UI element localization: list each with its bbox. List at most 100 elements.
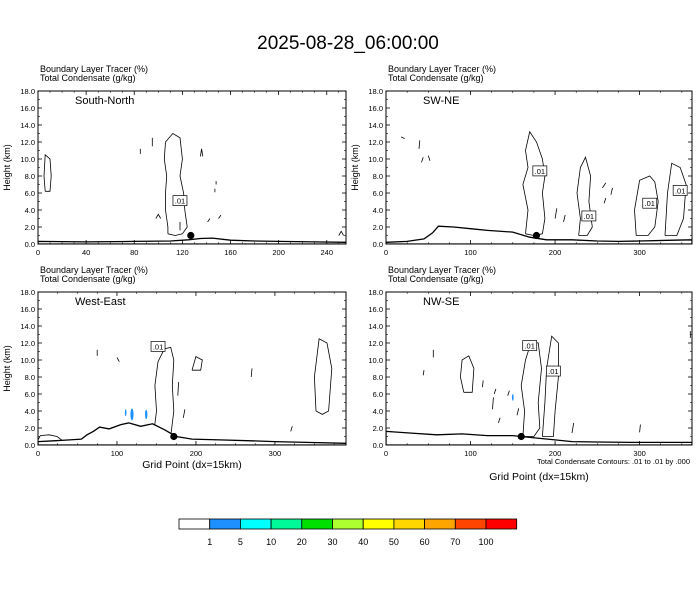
x-tick-label: 40 xyxy=(82,248,90,257)
colorbar-swatch xyxy=(301,518,333,530)
colorbar-swatch xyxy=(424,518,456,530)
y-tick-label: 12.0 xyxy=(20,138,35,147)
panels-layer: Boundary Layer Tracer (%)Total Condensat… xyxy=(2,64,693,483)
y-tick-label: 2.0 xyxy=(373,223,383,232)
y-tick-label: 14.0 xyxy=(20,121,35,130)
svg-text:.01: .01 xyxy=(548,367,558,376)
contour-label: .01 xyxy=(672,185,688,196)
condensate-contour xyxy=(634,175,659,236)
tracer-shade xyxy=(124,409,127,417)
y-tick-label: 8.0 xyxy=(25,373,35,382)
plot-frame xyxy=(37,90,347,245)
contour-label: .01 xyxy=(522,340,538,351)
plot-area: .01 .01 xyxy=(386,331,692,445)
x-axis-label: Grid Point (dx=15km) xyxy=(142,459,242,471)
x-tick-label: 100 xyxy=(464,449,477,458)
tracer-shade xyxy=(145,409,148,420)
contour-label: .01 xyxy=(532,165,548,177)
condensate-contour xyxy=(250,368,253,378)
condensate-contour xyxy=(290,426,293,432)
panel-direction-label: NW-SE xyxy=(423,296,459,308)
y-tick-label: 12.0 xyxy=(368,339,383,348)
svg-text:.01: .01 xyxy=(645,199,655,208)
x-tick-label: 240 xyxy=(320,248,333,257)
y-tick-label: 10.0 xyxy=(20,155,35,164)
colorbar-label: 40 xyxy=(358,537,368,547)
contour-label: .01 xyxy=(172,195,188,206)
svg-text:.01: .01 xyxy=(535,167,545,176)
colorbar-swatch xyxy=(332,518,364,530)
colorbar: 1 5 10 20 30 40 50 60 70 100 xyxy=(178,518,518,547)
plot-area: .01 xyxy=(38,132,346,244)
panel-west-east: Boundary Layer Tracer (%)Total Condensat… xyxy=(2,265,347,471)
condensate-contour xyxy=(200,148,204,157)
x-tick-label: 200 xyxy=(549,449,562,458)
terrain-profile xyxy=(38,422,346,445)
colorbar-label: 70 xyxy=(450,537,460,547)
condensate-contour xyxy=(155,213,162,219)
svg-text:.01: .01 xyxy=(524,342,534,351)
y-tick-label: 4.0 xyxy=(25,407,35,416)
y-tick-label: 0.0 xyxy=(373,240,383,249)
condensate-contour xyxy=(576,156,593,236)
colorbar-label: 30 xyxy=(327,537,337,547)
y-tick-label: 18.0 xyxy=(368,87,383,96)
colorbar-swatch xyxy=(239,518,272,530)
condensate-contour xyxy=(38,434,62,441)
condensate-contour xyxy=(427,155,431,161)
condensate-contour xyxy=(664,162,687,236)
condensate-contour xyxy=(313,338,333,415)
y-tick-label: 8.0 xyxy=(373,373,383,382)
condensate-contour xyxy=(498,417,501,424)
condensate-contour xyxy=(571,422,575,434)
x-tick-label: 300 xyxy=(633,449,646,458)
panel-header-condensate: Total Condensate (g/kg) xyxy=(40,274,136,284)
panel-header-tracer: Boundary Layer Tracer (%) xyxy=(40,64,148,74)
condensate-contour xyxy=(421,157,424,163)
y-tick-label: 6.0 xyxy=(373,390,383,399)
y-tick-label: 8.0 xyxy=(373,172,383,181)
x-tick-label: 300 xyxy=(633,248,646,257)
condensate-contour xyxy=(542,335,559,437)
y-tick-label: 0.0 xyxy=(25,240,35,249)
condensate-contour xyxy=(522,130,546,236)
terrain-profile xyxy=(386,225,692,244)
x-tick-label: 0 xyxy=(36,248,40,257)
plot-frame xyxy=(385,291,693,446)
contour-label: .01 xyxy=(150,341,166,352)
colorbar-swatch xyxy=(454,518,487,530)
y-tick-label: 14.0 xyxy=(368,322,383,331)
x-tick-label: 80 xyxy=(130,248,138,257)
y-axis-label: Height (km) xyxy=(2,144,12,191)
y-tick-label: 16.0 xyxy=(368,305,383,314)
plot-area: .01 xyxy=(38,338,346,445)
x-tick-label: 100 xyxy=(464,248,477,257)
panel-header-condensate: Total Condensate (g/kg) xyxy=(40,73,136,83)
x-tick-label: 0 xyxy=(384,248,388,257)
panel-header-tracer: Boundary Layer Tracer (%) xyxy=(40,265,148,275)
x-tick-label: 200 xyxy=(549,248,562,257)
colorbar-label: 10 xyxy=(266,537,276,547)
colorbar-label: 50 xyxy=(389,537,399,547)
y-tick-label: 2.0 xyxy=(25,223,35,232)
y-tick-label: 10.0 xyxy=(368,155,383,164)
contour-label: .01 xyxy=(581,210,597,222)
condensate-contour xyxy=(520,340,542,437)
y-tick-label: 4.0 xyxy=(373,407,383,416)
station-marker xyxy=(517,432,525,441)
condensate-contour xyxy=(422,370,425,376)
colorbar-swatch xyxy=(393,518,425,530)
plot-frame xyxy=(37,291,347,446)
condensate-contour xyxy=(516,408,520,416)
condensate-contour xyxy=(639,424,641,433)
colorbar-swatch xyxy=(485,518,518,530)
y-tick-label: 6.0 xyxy=(25,390,35,399)
panel-south-north: Boundary Layer Tracer (%)Total Condensat… xyxy=(2,64,347,257)
condensate-contour xyxy=(218,214,222,219)
colorbar-label: 20 xyxy=(297,537,307,547)
y-tick-label: 18.0 xyxy=(20,87,35,96)
colorbar-swatch xyxy=(362,518,395,530)
y-tick-label: 0.0 xyxy=(25,441,35,450)
y-tick-label: 4.0 xyxy=(25,206,35,215)
panel-nw-se: Boundary Layer Tracer (%)Total Condensat… xyxy=(368,265,693,483)
